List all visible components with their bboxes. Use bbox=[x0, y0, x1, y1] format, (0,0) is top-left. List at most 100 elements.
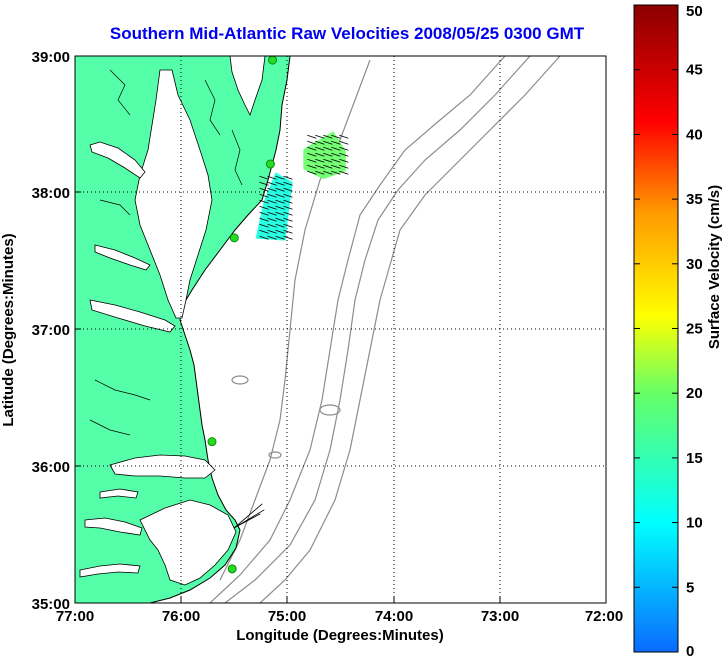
radar-stations bbox=[207, 56, 278, 574]
station-marker bbox=[229, 233, 239, 243]
velocity-arrow bbox=[259, 187, 269, 192]
colorbar-tick-label: 35 bbox=[686, 191, 703, 208]
velocity-arrow bbox=[331, 164, 341, 169]
velocity-arrow bbox=[315, 134, 325, 139]
velocity-arrow bbox=[331, 152, 341, 157]
velocity-arrow bbox=[275, 175, 285, 180]
chart-title: Southern Mid-Atlantic Raw Velocities 200… bbox=[109, 24, 585, 43]
coast-details bbox=[89, 69, 243, 436]
velocity-arrow bbox=[331, 170, 341, 175]
velocity-arrow bbox=[275, 181, 285, 186]
velocity-arrow bbox=[307, 140, 317, 145]
velocity-arrow bbox=[275, 193, 285, 198]
velocity-arrow bbox=[331, 158, 341, 163]
velocity-arrow bbox=[315, 152, 325, 157]
velocity-arrow bbox=[283, 235, 293, 240]
station-marker bbox=[265, 159, 275, 169]
velocity-arrow bbox=[331, 140, 341, 145]
velocity-arrow bbox=[267, 193, 277, 198]
velocity-arrow bbox=[307, 152, 317, 157]
y-tick-label: 35:00 bbox=[32, 596, 70, 613]
x-tick-labels: 77:00 76:00 75:00 74:00 73:00 72:00 bbox=[56, 608, 623, 625]
velocity-arrow bbox=[283, 223, 293, 228]
velocity-arrow bbox=[331, 146, 341, 151]
velocity-arrow bbox=[315, 146, 325, 151]
velocity-arrow bbox=[267, 205, 277, 210]
velocity-arrow bbox=[323, 140, 333, 145]
colorbar-tick-label: 50 bbox=[686, 3, 703, 20]
velocity-vectors bbox=[234, 131, 349, 529]
velocity-arrow bbox=[307, 164, 317, 169]
bathymetry-contours bbox=[209, 56, 561, 603]
velocity-arrow bbox=[267, 199, 277, 204]
x-tick-label: 74:00 bbox=[375, 608, 413, 625]
velocity-arrow bbox=[307, 170, 317, 175]
velocity-arrow bbox=[283, 229, 293, 234]
velocity-arrow bbox=[275, 229, 285, 234]
velocity-arrow bbox=[275, 217, 285, 222]
velocity-arrow bbox=[267, 235, 277, 240]
velocity-arrow bbox=[331, 134, 341, 139]
colorbar-tick-label: 25 bbox=[686, 321, 703, 338]
velocity-arrow bbox=[259, 235, 269, 240]
colorbar-tick-label: 10 bbox=[686, 515, 703, 532]
x-tick-label: 76:00 bbox=[162, 608, 200, 625]
velocity-arrow bbox=[315, 164, 325, 169]
axis-tick-marks bbox=[75, 191, 501, 603]
colorbar-label: Surface Velocity (cm/s) bbox=[706, 185, 723, 349]
velocity-arrow bbox=[323, 146, 333, 151]
velocity-arrow bbox=[259, 223, 269, 228]
velocity-arrow bbox=[283, 205, 293, 210]
velocity-arrow bbox=[315, 170, 325, 175]
velocity-arrow bbox=[339, 164, 349, 169]
colorbar-tick-label: 40 bbox=[686, 126, 703, 143]
velocity-arrow bbox=[275, 205, 285, 210]
velocity-arrow bbox=[234, 513, 261, 529]
velocity-arrow bbox=[234, 503, 263, 529]
velocity-arrow bbox=[283, 199, 293, 204]
velocity-arrow bbox=[267, 229, 277, 234]
colorbar-tick-label: 0 bbox=[686, 643, 694, 659]
velocity-arrow bbox=[283, 211, 293, 216]
velocity-arrow bbox=[323, 158, 333, 163]
velocity-arrow bbox=[323, 170, 333, 175]
velocity-arrow bbox=[339, 158, 349, 163]
colorbar bbox=[633, 4, 679, 653]
x-axis-label: Longitude (Degrees:Minutes) bbox=[236, 627, 444, 644]
velocity-arrow bbox=[275, 187, 285, 192]
x-tick-label: 77:00 bbox=[56, 608, 94, 625]
velocity-arrow bbox=[339, 146, 349, 151]
velocity-arrow bbox=[267, 187, 277, 192]
velocity-arrow bbox=[259, 229, 269, 234]
velocity-arrow bbox=[259, 205, 269, 210]
y-tick-label: 37:00 bbox=[32, 322, 70, 339]
x-tick-label: 72:00 bbox=[585, 608, 623, 625]
velocity-arrow bbox=[339, 140, 349, 145]
colorbar-tick-label: 5 bbox=[686, 579, 694, 596]
velocity-arrow bbox=[275, 235, 285, 240]
velocity-arrow bbox=[315, 158, 325, 163]
velocity-arrow bbox=[283, 193, 293, 198]
graticule bbox=[75, 56, 606, 603]
velocity-arrow bbox=[275, 211, 285, 216]
velocity-arrow bbox=[307, 146, 317, 151]
velocity-arrow bbox=[283, 187, 293, 192]
colorbar-tick-label: 30 bbox=[686, 256, 703, 273]
velocity-arrow bbox=[267, 223, 277, 228]
velocity-arrow bbox=[339, 170, 349, 175]
velocity-arrow bbox=[323, 134, 333, 139]
velocity-arrow bbox=[259, 217, 269, 222]
velocity-arrow bbox=[339, 134, 349, 139]
velocity-arrow bbox=[267, 181, 277, 186]
inland-waters bbox=[79, 56, 266, 586]
velocity-arrow bbox=[283, 181, 293, 186]
velocity-arrow bbox=[323, 164, 333, 169]
velocity-arrow bbox=[307, 134, 317, 139]
velocity-arrow bbox=[339, 152, 349, 157]
velocity-arrow bbox=[283, 175, 293, 180]
station-marker bbox=[207, 437, 217, 447]
y-tick-label: 38:00 bbox=[32, 185, 70, 202]
velocity-arrow bbox=[315, 140, 325, 145]
